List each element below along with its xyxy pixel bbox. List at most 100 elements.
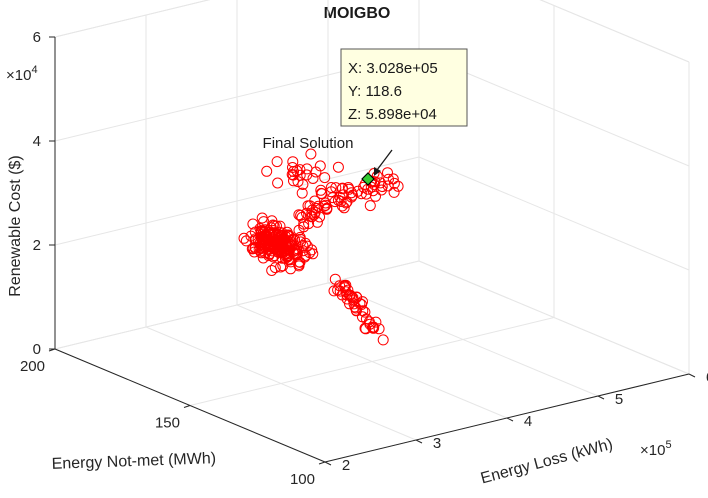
scatter-point bbox=[283, 253, 294, 265]
scatter-point bbox=[301, 240, 313, 252]
y-tick-label: 100 bbox=[290, 471, 315, 488]
scatter-point bbox=[272, 177, 284, 189]
scatter-point bbox=[238, 232, 250, 244]
scatter-point bbox=[325, 182, 337, 193]
scatter-point bbox=[388, 186, 400, 198]
scatter-point bbox=[269, 262, 281, 274]
box-edge-right-top bbox=[539, 0, 690, 63]
datatip[interactable]: X: 3.028e+05 Y: 118.6 Z: 5.898e+04 bbox=[340, 48, 468, 127]
scatter-point bbox=[306, 244, 318, 256]
scatter-point bbox=[307, 173, 319, 184]
x-tick-label: 2 bbox=[342, 457, 350, 474]
scatter-point bbox=[249, 241, 261, 253]
scatter-point bbox=[319, 172, 331, 184]
scatter-point bbox=[306, 207, 318, 219]
x-tick-label: 5 bbox=[615, 391, 623, 408]
z-exponent: ×104 bbox=[6, 64, 38, 84]
scatter-point bbox=[263, 248, 275, 260]
scatter-point bbox=[304, 200, 316, 212]
scatter-point bbox=[382, 180, 394, 192]
scatter-point bbox=[356, 311, 368, 323]
scatter-point bbox=[294, 233, 306, 245]
scatter-point bbox=[332, 194, 344, 206]
annotation-arrowhead bbox=[374, 167, 381, 176]
scatter-point bbox=[304, 247, 316, 259]
x-tick-label: 3 bbox=[433, 435, 441, 452]
datatip-y: Y: 118.6 bbox=[348, 83, 402, 100]
datatip-z: Z: 5.898e+04 bbox=[348, 106, 437, 123]
x-exponent-power: 5 bbox=[665, 439, 671, 451]
svg-text:×104: ×104 bbox=[6, 64, 38, 84]
scatter-point bbox=[387, 173, 399, 185]
scatter-point bbox=[368, 321, 379, 333]
scatter-point bbox=[286, 240, 298, 252]
scatter-point bbox=[288, 175, 299, 187]
scatter-point bbox=[310, 166, 322, 178]
scatter-point bbox=[346, 291, 358, 302]
scatter-point bbox=[339, 280, 351, 292]
scatter-point bbox=[261, 165, 273, 177]
scatter-point bbox=[338, 202, 350, 214]
scatter-point bbox=[249, 233, 261, 245]
x-axis-label: Energy Loss (kWh) bbox=[479, 436, 615, 488]
svg-text:×105: ×105 bbox=[640, 439, 672, 459]
scatter-point bbox=[337, 182, 348, 194]
scatter-point bbox=[343, 289, 355, 301]
scatter-point bbox=[370, 190, 381, 202]
scatter-point bbox=[330, 182, 342, 194]
scatter-series bbox=[238, 148, 404, 346]
scatter-point bbox=[355, 188, 367, 200]
scatter-point bbox=[295, 209, 307, 221]
scatter-point bbox=[271, 220, 282, 232]
x-tick-mark bbox=[506, 417, 514, 422]
scatter-point bbox=[247, 218, 259, 230]
scatter-point bbox=[343, 183, 355, 195]
scatter-point bbox=[283, 254, 295, 266]
scatter-point bbox=[271, 156, 283, 168]
scatter-point bbox=[315, 187, 327, 199]
scatter-point bbox=[246, 243, 258, 255]
scatter-point bbox=[257, 252, 269, 264]
scatter-point bbox=[382, 167, 393, 179]
scatter-point bbox=[266, 265, 278, 276]
scatter-point bbox=[287, 156, 299, 168]
y-axis-label: Energy Not-met (MWh) bbox=[51, 450, 216, 473]
scatter-point bbox=[341, 196, 353, 208]
scatter-point bbox=[296, 211, 308, 223]
x-tick-mark bbox=[415, 439, 423, 444]
scatter-point bbox=[273, 242, 285, 254]
z-exponent-power: 4 bbox=[31, 64, 37, 76]
x-tick-label: 4 bbox=[524, 413, 532, 430]
scatter-point bbox=[296, 187, 308, 199]
annotation-label: Final Solution bbox=[263, 135, 354, 152]
x-exponent: ×105 bbox=[640, 439, 672, 459]
x-tick-mark bbox=[688, 373, 696, 378]
scatter-point bbox=[358, 181, 370, 193]
datatip-box bbox=[340, 48, 468, 127]
scatter-point bbox=[370, 316, 382, 328]
y-tick-mark bbox=[183, 405, 191, 408]
gridline-z-sidewall bbox=[418, 260, 690, 375]
x-exponent-base: ×10 bbox=[640, 442, 665, 459]
gridline-z-sidewall bbox=[418, 156, 690, 271]
scatter-point bbox=[265, 236, 277, 248]
scatter-point bbox=[292, 176, 304, 188]
scatter-point bbox=[344, 298, 355, 310]
box-edge-back-top bbox=[54, 0, 211, 38]
scatter-point bbox=[332, 284, 344, 296]
z-axis-label: Renewable Cost ($) bbox=[7, 155, 24, 296]
y-tick-mark bbox=[318, 461, 326, 465]
z-tick-label: 6 bbox=[33, 29, 41, 46]
datatip-x: X: 3.028e+05 bbox=[348, 60, 438, 77]
gridline-z-backwall bbox=[54, 260, 420, 350]
y-tick-label: 200 bbox=[20, 358, 45, 375]
final-solution-marker[interactable] bbox=[361, 172, 375, 186]
scatter-point bbox=[388, 177, 400, 189]
final-solution[interactable]: Final Solution bbox=[263, 135, 393, 186]
scatter-point bbox=[373, 323, 385, 335]
scatter-point bbox=[352, 185, 364, 197]
z-tick-label: 2 bbox=[33, 237, 41, 254]
scatter-point bbox=[356, 299, 368, 310]
scatter-point bbox=[383, 173, 394, 185]
